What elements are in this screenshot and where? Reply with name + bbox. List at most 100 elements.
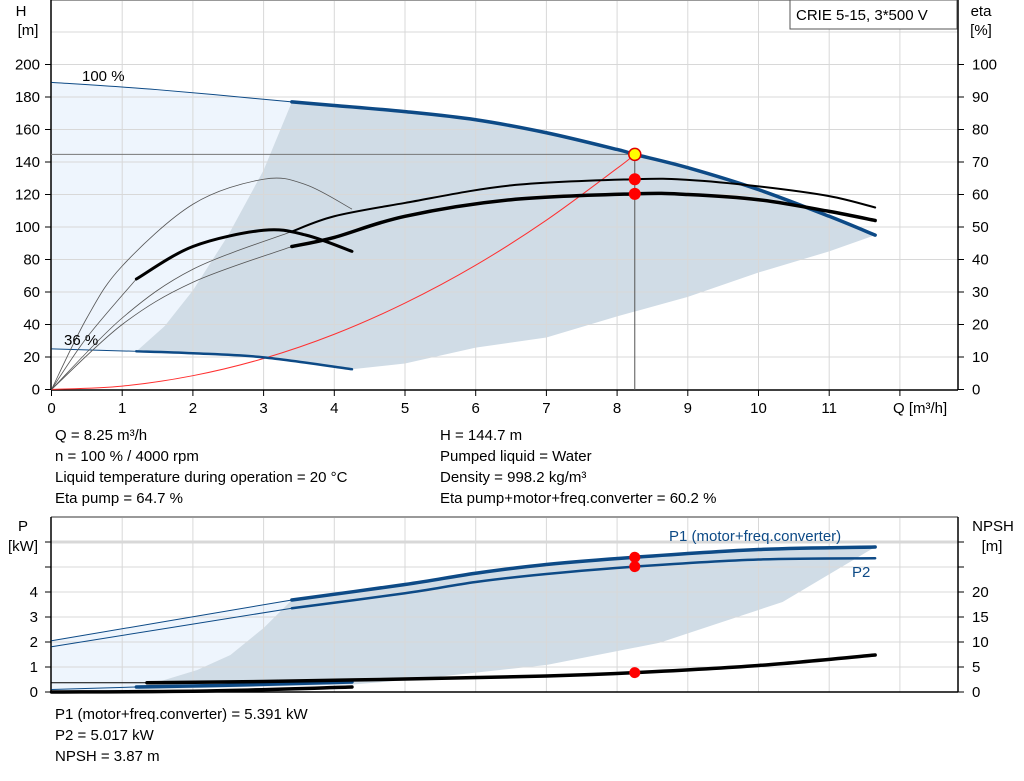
x-tick-label: 6: [472, 400, 480, 417]
y-tick-label-left: 3: [30, 609, 38, 626]
y-tick-label-left: 140: [15, 154, 40, 171]
y-tick-label-right: 90: [972, 89, 989, 106]
npsh-marker: [629, 667, 641, 679]
x-tick-label: 8: [613, 400, 621, 417]
y-tick-label-right: 60: [972, 187, 989, 204]
x-tick-label: 3: [259, 400, 267, 417]
y-tick-label-left: 0: [32, 382, 40, 399]
info-p1: P1 (motor+freq.converter) = 5.391 kW: [55, 706, 308, 723]
p1-36-curve-thin: [51, 686, 137, 690]
y-tick-label-right: 50: [972, 219, 989, 236]
x-tick-label: 1: [118, 400, 126, 417]
y-tick-label-left: 80: [23, 252, 40, 269]
y-tick-label-left: 1: [30, 659, 38, 676]
info-liquid: Pumped liquid = Water: [440, 448, 592, 465]
npsh-curve: [145, 653, 877, 685]
head-efficiency-chart: 0 1 2 3 4 5 6 7 8 9 10 1102040608010012014016018020…: [15, 0, 997, 417]
p2-curve-thin: [51, 607, 292, 648]
y-tick-label-left: 60: [23, 284, 40, 301]
info-density: Density = 998.2 kg/m³: [440, 469, 587, 486]
info-eta-total: Eta pump+motor+freq.converter = 60.2 %: [440, 490, 717, 507]
allowed-range-light-region: [51, 600, 292, 692]
y-label-eta: eta: [971, 3, 993, 20]
allowed-range-light-region: [51, 82, 292, 352]
info-npsh: NPSH = 3.87 m: [55, 748, 160, 765]
eta-pump-36-curve-thin: [51, 177, 353, 390]
y-tick-label-right: 40: [972, 252, 989, 269]
y-tick-label-left: 40: [23, 317, 40, 334]
y-tick-label-right: 70: [972, 154, 989, 171]
y-tick-label-right: 10: [972, 349, 989, 366]
info-eta-pump: Eta pump = 64.7 %: [55, 490, 183, 507]
y-tick-label-right: 20: [972, 317, 989, 334]
model-label-box: CRIE 5-15, 3*500 V: [789, 0, 958, 30]
x-tick-label: 10: [750, 400, 767, 417]
y-tick-label-right: 100: [972, 57, 997, 74]
x-tick-label: 0: [47, 400, 55, 417]
operating-point-marker: [628, 147, 642, 162]
info-temperature: Liquid temperature during operation = 20…: [55, 469, 348, 486]
p2-marker: [629, 561, 641, 573]
label-100-percent: 100 %: [82, 68, 125, 85]
label-36-percent: 36 %: [64, 332, 98, 349]
y-tick-label-right: 20: [972, 584, 989, 601]
x-label-q: Q [m³/h]: [893, 400, 947, 417]
x-tick-label: 5: [401, 400, 409, 417]
info-h: H = 144.7 m: [440, 427, 523, 444]
y-tick-label-left: 100: [15, 219, 40, 236]
head-36-curve: [135, 350, 354, 371]
y-unit-npsh: [m]: [982, 538, 1003, 555]
x-tick-label: 7: [542, 400, 550, 417]
y-tick-label-left: 0: [30, 684, 38, 701]
operating-range-region: [136, 547, 876, 690]
head-100-curve: [290, 100, 877, 237]
y-label-npsh: NPSH: [972, 518, 1014, 535]
y-tick-label-left: 160: [15, 122, 40, 139]
x-tick-label: 11: [821, 400, 837, 417]
y-tick-label-right: 0: [972, 382, 980, 399]
x-tick-label: 9: [684, 400, 692, 417]
y-tick-label-right: 0: [972, 684, 980, 701]
p1-curve-thin: [51, 599, 292, 642]
model-label: CRIE 5-15, 3*500 V: [796, 7, 928, 24]
info-speed: n = 100 % / 4000 rpm: [55, 448, 199, 465]
y-tick-label-left: 4: [30, 584, 38, 601]
y-tick-label-left: 180: [15, 89, 40, 106]
y-label-p: P: [18, 518, 28, 535]
p1-36-curve: [134, 680, 354, 689]
y-tick-label-right: 5: [972, 659, 980, 676]
y-label-h: H: [16, 3, 27, 20]
y-tick-label-right: 80: [972, 122, 989, 139]
y-unit-eta: [%]: [970, 22, 992, 39]
eta-pump-marker: [628, 173, 641, 186]
x-tick-label: 2: [189, 400, 197, 417]
eta-total-100-curve: [290, 191, 877, 249]
y-tick-label-left: 20: [23, 349, 40, 366]
eta-total-marker: [628, 187, 641, 200]
y-tick-label-left: 200: [15, 57, 40, 74]
power-npsh-chart: 0 1 2 3 4 0 5 10 15 20: [30, 516, 989, 701]
y-tick-label-right: 10: [972, 634, 989, 651]
y-unit-h: [m]: [18, 22, 39, 39]
y-tick-label-right: 15: [972, 609, 989, 626]
y-tick-label-left: 120: [15, 187, 40, 204]
head-36-curve-thin: [51, 348, 137, 352]
x-tick-label: 4: [330, 400, 338, 417]
p1-curve: [290, 545, 877, 602]
label-p1: P1 (motor+freq.converter): [669, 528, 841, 545]
info-q: Q = 8.25 m³/h: [55, 427, 148, 444]
y-tick-label-right: 30: [972, 284, 989, 301]
eta-pump-100-curve-thin: [51, 231, 293, 390]
npsh-36-curve: [49, 685, 354, 694]
info-p2: P2 = 5.017 kW: [55, 727, 154, 744]
head-100-curve-thin: [51, 81, 292, 103]
eta-total-100-curve-thin: [51, 246, 293, 390]
label-p2: P2: [852, 564, 870, 581]
y-tick-label-left: 2: [30, 634, 38, 651]
p2-curve: [290, 557, 877, 610]
eta-total-36-curve: [134, 228, 354, 281]
eta-total-36-curve-thin: [51, 278, 137, 390]
eta-pump-100-curve: [290, 177, 877, 233]
p1-marker: [629, 551, 641, 563]
